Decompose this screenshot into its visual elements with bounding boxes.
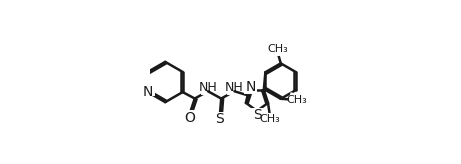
Text: NH: NH [199,81,217,94]
Text: S: S [216,112,224,126]
Text: S: S [253,108,262,122]
Text: CH₃: CH₃ [286,95,307,105]
Text: NH: NH [225,81,244,94]
Text: O: O [184,111,195,124]
Text: N: N [142,85,153,99]
Text: CH₃: CH₃ [260,114,280,124]
Text: CH₃: CH₃ [267,43,288,53]
Text: N: N [245,80,256,94]
